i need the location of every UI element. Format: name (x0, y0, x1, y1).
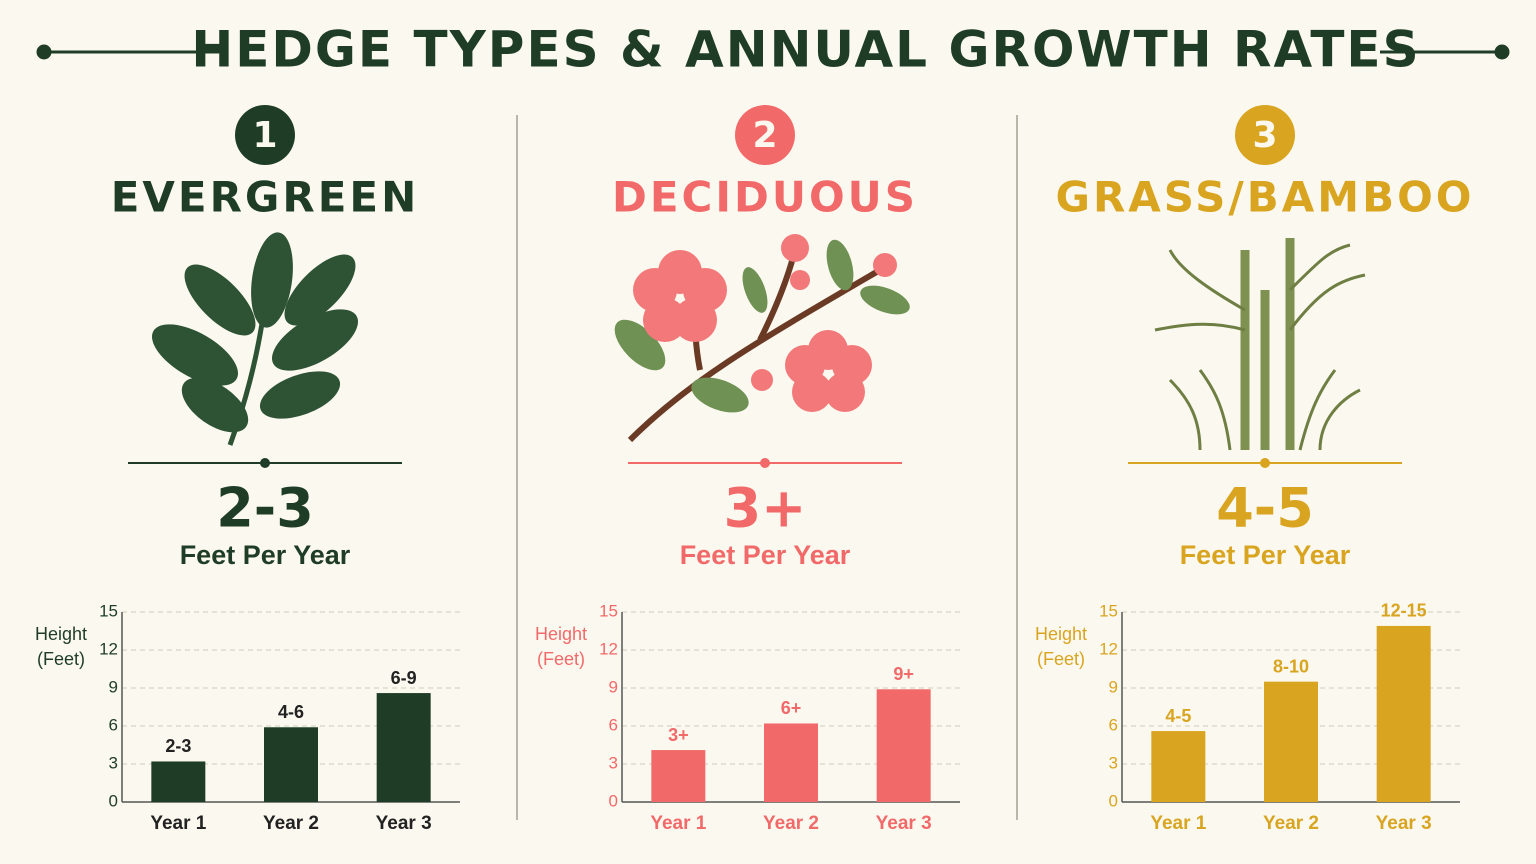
panel-name: GRASS/BAMBOO (1055, 173, 1474, 222)
deciduous-icon (614, 234, 910, 443)
x-tick-label: Year 1 (150, 813, 206, 834)
bar (376, 693, 431, 802)
y-tick-label: 12 (99, 639, 118, 658)
growth-unit: Feet Per Year (180, 540, 351, 570)
bar (1264, 681, 1318, 802)
bar (1376, 625, 1431, 802)
value-label: 12-15 (1381, 601, 1427, 621)
value-label: 4-5 (1165, 706, 1191, 726)
x-tick-label: Year 2 (1263, 813, 1319, 834)
x-tick-label: Year 3 (1376, 813, 1432, 834)
y-tick-label: 0 (1109, 791, 1118, 810)
y-tick-label: 0 (609, 791, 618, 810)
y-tick-label: 0 (109, 791, 118, 810)
y-axis-label-box: Height (Feet) (534, 624, 588, 669)
value-label: 3+ (668, 725, 689, 745)
value-label: 2-3 (165, 736, 191, 756)
value-label: 6+ (781, 698, 802, 718)
panel-number: 2 (752, 115, 777, 156)
value-label: 9+ (893, 664, 914, 684)
y-tick-label: 3 (609, 753, 618, 772)
y-tick-label: 15 (99, 601, 118, 620)
growth-rate: 3+ (724, 477, 807, 540)
x-tick-label: Year 1 (650, 813, 706, 834)
title: HEDGE TYPES & ANNUAL GROWTH RATES (191, 21, 1420, 79)
number-badge (735, 105, 795, 165)
y-tick-label: 9 (1109, 677, 1118, 696)
y-axis-label-box: Height (Feet) (1034, 624, 1088, 669)
panel-number: 1 (252, 115, 277, 156)
y-tick-label: 3 (109, 753, 118, 772)
growth-rate: 4-5 (1216, 477, 1314, 540)
y-axis-label: Height (Feet) (34, 624, 88, 669)
evergreen-icon (152, 232, 358, 446)
number-badge (1235, 105, 1295, 165)
panel-name: EVERGREEN (111, 173, 420, 222)
y-tick-label: 12 (1099, 639, 1118, 658)
y-axis-label: Height (Feet) (534, 624, 588, 669)
growth-rate: 2-3 (216, 477, 314, 540)
x-tick-label: Year 1 (1150, 813, 1206, 834)
separator-dot (760, 458, 770, 468)
title-rule (36, 44, 1510, 60)
bar (1151, 731, 1206, 802)
growth-unit: Feet Per Year (680, 540, 851, 570)
y-tick-label: 3 (1109, 753, 1118, 772)
panel-number: 3 (1252, 115, 1277, 156)
x-tick-label: Year 3 (376, 813, 432, 834)
y-tick-label: 9 (109, 677, 118, 696)
y-axis-label-box: Height (Feet) (34, 624, 88, 669)
bamboo-icon (1154, 238, 1366, 451)
bar (264, 727, 318, 802)
x-tick-label: Year 2 (263, 813, 319, 834)
y-tick-label: 6 (609, 715, 618, 734)
value-label: 4-6 (278, 702, 304, 722)
y-tick-label: 15 (1099, 601, 1118, 620)
x-tick-label: Year 2 (763, 813, 819, 834)
value-label: 6-9 (391, 668, 417, 688)
bar (876, 689, 931, 802)
bar (651, 750, 706, 802)
y-tick-label: 15 (599, 601, 618, 620)
y-tick-label: 6 (109, 715, 118, 734)
bar (764, 723, 818, 802)
bar (151, 761, 206, 802)
number-badge (235, 105, 295, 165)
y-axis-label: Height (Feet) (1034, 624, 1088, 669)
x-tick-label: Year 3 (876, 813, 932, 834)
y-tick-label: 9 (609, 677, 618, 696)
y-tick-label: 6 (1109, 715, 1118, 734)
separator-dot (260, 458, 270, 468)
panel-name: DECIDUOUS (612, 173, 918, 222)
growth-unit: Feet Per Year (1180, 540, 1351, 570)
value-label: 8-10 (1273, 656, 1309, 676)
y-tick-label: 12 (599, 639, 618, 658)
separator-dot (1260, 458, 1270, 468)
